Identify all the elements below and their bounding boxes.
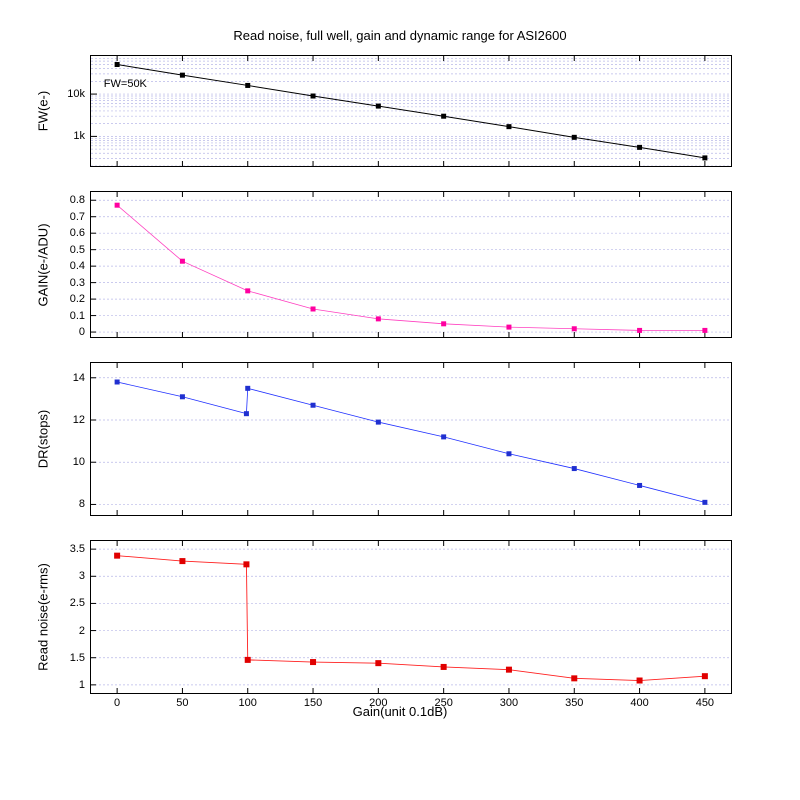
panel-dr: DR(stops)8101214 [90,362,732,516]
x-tick-label: 50 [176,697,188,709]
y-tick-label: 10 [73,456,85,468]
y-tick-label: 0.3 [70,277,85,289]
y-axis-label-rn: Read noise(e-rms) [36,563,51,671]
x-tick-label: 100 [239,697,257,709]
y-tick-label: 12 [73,414,85,426]
y-tick-label: 0.5 [70,244,85,256]
y-tick-label: 2.5 [70,597,85,609]
x-tick-label: 250 [434,697,452,709]
y-tick-label: 0.8 [70,194,85,206]
panel-gain: GAIN(e-/ADU)00.10.20.30.40.50.60.70.8 [90,191,732,338]
y-tick-label: 0 [79,326,85,338]
y-tick-label: 8 [79,498,85,510]
x-tick-label: 350 [565,697,583,709]
x-tick-label: 0 [114,697,120,709]
x-tick-label: 150 [304,697,322,709]
y-tick-label: 0.7 [70,211,85,223]
y-tick-label: 3.5 [70,543,85,555]
y-tick-label: 14 [73,372,85,384]
y-tick-label: 0.1 [70,310,85,322]
y-tick-label: 0.6 [70,227,85,239]
y-tick-label: 1.5 [70,652,85,664]
y-tick-label: 1k [73,130,85,142]
x-tick-label: 300 [500,697,518,709]
y-axis-label-fw: FW(e-) [36,91,51,131]
y-tick-label: 1 [79,679,85,691]
chart-stack: FW(e-)1k10kFW=50K GAIN(e-/ADU)00.10.20.30… [90,55,730,718]
x-tick-label: 450 [696,697,714,709]
y-axis-label-dr: DR(stops) [36,410,51,469]
y-tick-label: 0.4 [70,260,85,272]
y-tick-label: 2 [79,625,85,637]
x-tick-label: 400 [630,697,648,709]
y-tick-label: 0.2 [70,293,85,305]
panel-rn: Read noise(e-rms)11.522.533.505010015020… [90,540,732,694]
annotation: FW=50K [104,78,147,90]
y-tick-label: 10k [67,88,85,100]
chart-title: Read noise, full well, gain and dynamic … [0,0,800,55]
y-axis-label-gain: GAIN(e-/ADU) [36,223,51,306]
panel-fw: FW(e-)1k10kFW=50K [90,55,732,167]
x-tick-label: 200 [369,697,387,709]
y-tick-label: 3 [79,570,85,582]
